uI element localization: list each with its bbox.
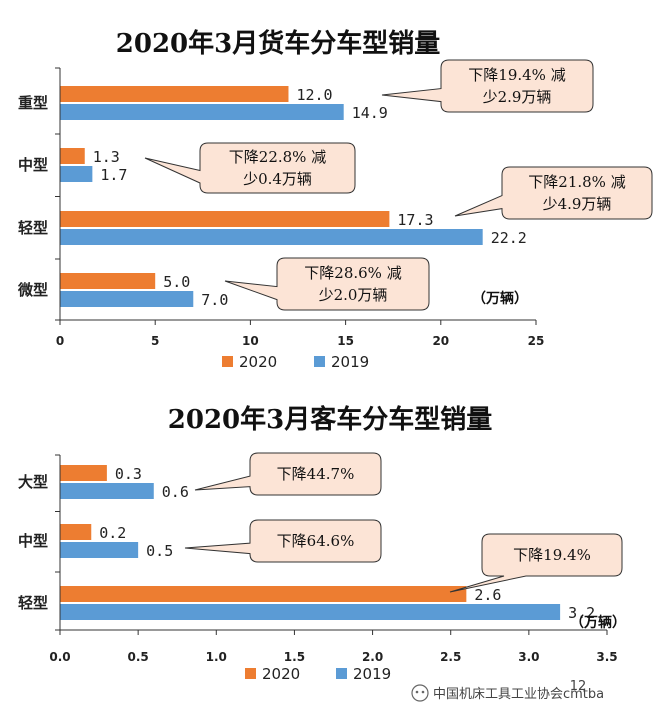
data-label: 12.0 (296, 86, 332, 104)
bar-2019-0 (60, 483, 154, 499)
unit-label: （万辆） (570, 614, 626, 631)
bar-2019-1 (60, 542, 139, 558)
bar-2019-2 (60, 604, 561, 620)
wechat-icon-eye (421, 690, 425, 694)
x-tick-label: 10 (242, 334, 259, 348)
data-label: 5.0 (163, 273, 190, 291)
x-tick-label: 15 (337, 334, 354, 348)
callout-text: 下降19.4% 减 (468, 66, 565, 84)
callout-box (194, 452, 382, 496)
category-label: 微型 (17, 281, 48, 299)
callout-box (224, 257, 430, 311)
x-tick-label: 20 (432, 334, 449, 348)
category-label: 大型 (18, 473, 48, 491)
page-number: 12 (570, 679, 587, 694)
x-tick-label: 1.5 (284, 650, 305, 664)
x-tick-label: 25 (528, 334, 545, 348)
callout-box (381, 59, 594, 113)
wechat-icon-eye (415, 690, 419, 694)
bar-2019-0 (60, 104, 344, 120)
callout-box (184, 519, 382, 563)
data-label: 7.0 (201, 291, 228, 309)
data-label: 1.7 (100, 166, 127, 184)
callout: 下降21.8% 减少4.9万辆 (454, 166, 653, 220)
x-tick-label: 3.0 (518, 650, 539, 664)
data-label: 0.6 (162, 483, 189, 501)
x-tick-label: 0 (56, 334, 64, 348)
x-tick-label: 0.5 (128, 650, 149, 664)
legend-swatch-2019 (336, 668, 347, 679)
watermark-text: 中国机床工具工业协会cmtba (433, 687, 604, 702)
bar-2020-2 (60, 586, 467, 602)
callout-text: 下降22.8% 减 (229, 148, 326, 166)
callout: 下降28.6% 减少2.0万辆 (224, 257, 430, 311)
data-label: 22.2 (491, 229, 527, 247)
category-label: 轻型 (18, 219, 48, 237)
callout-text: 下降21.8% 减 (528, 173, 625, 191)
callout-text: 下降64.6% (277, 532, 355, 550)
bar-2019-3 (60, 291, 194, 307)
callout: 下降44.7% (194, 452, 382, 496)
bar-2020-1 (60, 524, 92, 540)
bar-2020-2 (60, 211, 390, 227)
x-tick-label: 5 (151, 334, 159, 348)
category-label: 中型 (18, 156, 48, 174)
chart-bus: 2020年3月客车分车型销量 0.3 0.6 大型 0.2 0.5 中型 2.6 3.2 轻型 0.… (18, 404, 626, 683)
legend-swatch-2019 (314, 356, 325, 367)
data-label: 14.9 (352, 104, 388, 122)
legend-label-2020: 2020 (262, 665, 300, 683)
chart-title: 2020年3月客车分车型销量 (168, 404, 492, 435)
legend-swatch-2020 (222, 356, 233, 367)
legend-label-2020: 2020 (239, 353, 277, 371)
bar-2019-2 (60, 229, 483, 245)
bar-2020-3 (60, 273, 156, 289)
callout: 下降64.6% (184, 519, 382, 563)
data-label: 17.3 (397, 211, 433, 229)
chart-title: 2020年3月货车分车型销量 (116, 28, 440, 59)
x-tick-label: 1.0 (206, 650, 227, 664)
x-tick-label: 2.0 (362, 650, 383, 664)
category-label: 重型 (18, 94, 48, 112)
data-label: 0.5 (146, 542, 173, 560)
unit-label: （万辆） (472, 290, 528, 307)
callout-text: 少2.0万辆 (319, 286, 388, 304)
bar-2020-0 (60, 465, 107, 481)
x-tick-label: 3.5 (596, 650, 617, 664)
callout-text: 少2.9万辆 (483, 88, 552, 106)
callout-text: 下降28.6% 减 (304, 264, 401, 282)
callout-text: 少4.9万辆 (543, 195, 612, 213)
legend-label-2019: 2019 (331, 353, 369, 371)
chart-truck: 2020年3月货车分车型销量 12.0 14.9 重型 1.31.7 中型 17.3 22.2… (17, 28, 653, 371)
bar-2020-1 (60, 148, 85, 164)
callout-box (144, 142, 356, 194)
callout-text: 下降19.4% (513, 546, 591, 564)
wechat-icon (411, 684, 429, 702)
callout: 下降19.4% (449, 533, 623, 593)
bar-2019-1 (60, 166, 93, 182)
callout-box (454, 166, 653, 220)
category-label: 中型 (18, 532, 48, 550)
callout-text: 下降44.7% (277, 465, 355, 483)
legend-swatch-2020 (245, 668, 256, 679)
callout: 下降22.8% 减少0.4万辆 (144, 142, 356, 194)
bar-2020-0 (60, 86, 289, 102)
data-label: 2.6 (474, 586, 501, 604)
data-label: 1.3 (93, 148, 120, 166)
callout: 下降19.4% 减少2.9万辆 (381, 59, 594, 113)
callout-text: 少0.4万辆 (243, 170, 312, 188)
category-label: 轻型 (18, 594, 48, 612)
x-tick-label: 0.0 (49, 650, 70, 664)
data-label: 0.3 (115, 465, 142, 483)
data-label: 0.2 (99, 524, 126, 542)
callout-box (449, 533, 623, 593)
legend-label-2019: 2019 (353, 665, 391, 683)
x-tick-label: 2.5 (440, 650, 461, 664)
data-label: 3.2 (568, 604, 595, 622)
